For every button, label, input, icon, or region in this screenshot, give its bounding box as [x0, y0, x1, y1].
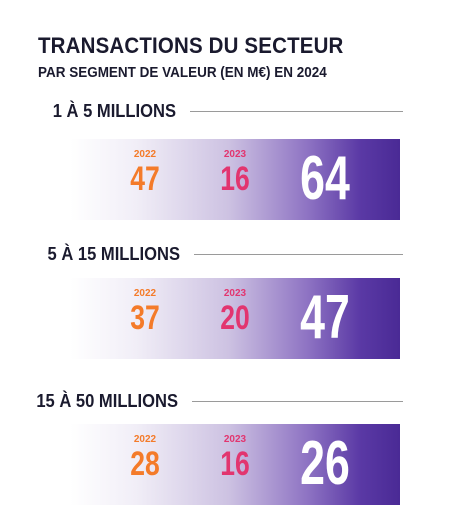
year-label-2022: 2022 — [133, 149, 157, 160]
value-2023: 2023 20 — [210, 288, 260, 336]
value-2023-number: 16 — [220, 160, 250, 198]
value-2024-number: 64 — [300, 144, 350, 213]
segment-header: 5 À 15 MILLIONS — [22, 242, 403, 266]
value-2023-number: 16 — [220, 445, 250, 483]
value-2022: 2022 47 — [120, 149, 170, 197]
value-2022-number: 37 — [130, 299, 160, 337]
segment-band: 2022 47 2023 16 64 — [70, 139, 400, 220]
year-label-2023: 2023 — [223, 149, 247, 160]
value-2023-number: 20 — [220, 299, 250, 337]
value-2024-number: 26 — [300, 429, 350, 498]
value-2022: 2022 37 — [120, 288, 170, 336]
chart-title: TRANSACTIONS DU SECTEUR — [38, 33, 344, 58]
segment-band: 2022 37 2023 20 47 — [70, 278, 400, 359]
value-2022-number: 28 — [130, 445, 160, 483]
segment-divider — [190, 110, 403, 112]
year-label-2022: 2022 — [133, 288, 157, 299]
chart-subtitle: PAR SEGMENT DE VALEUR (EN M€) EN 2024 — [38, 65, 327, 81]
value-2022: 2022 28 — [120, 434, 170, 482]
segment-band: 2022 28 2023 16 26 — [70, 424, 400, 505]
year-label-2022: 2022 — [133, 434, 157, 445]
segment-label: 5 À 15 MILLIONS — [47, 243, 180, 264]
segment-divider — [194, 253, 403, 255]
segment-header: 15 À 50 MILLIONS — [18, 389, 403, 413]
value-2023: 2023 16 — [210, 149, 260, 197]
segment-divider — [192, 400, 403, 402]
segment-header: 1 À 5 MILLIONS — [38, 99, 403, 123]
segment-label: 1 À 5 MILLIONS — [52, 100, 176, 121]
year-label-2023: 2023 — [223, 434, 247, 445]
value-2022-number: 47 — [130, 160, 160, 198]
segment-label: 15 À 50 MILLIONS — [36, 390, 178, 411]
value-2023: 2023 16 — [210, 434, 260, 482]
value-2024-number: 47 — [300, 283, 350, 352]
year-label-2023: 2023 — [223, 288, 247, 299]
